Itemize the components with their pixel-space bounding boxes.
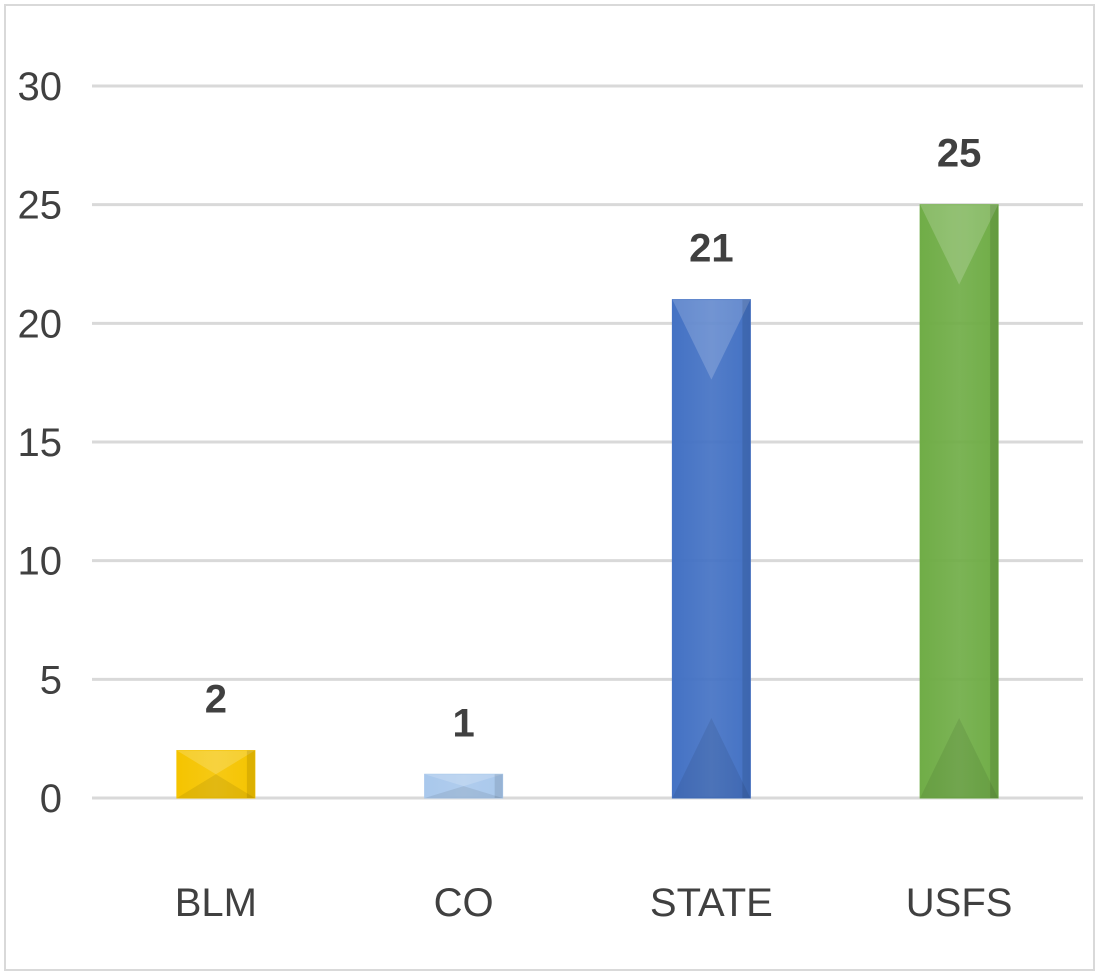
y-tick-label: 5 [40, 658, 62, 702]
data-label-usfs: 25 [937, 132, 982, 176]
bar-bevel-bottom [176, 774, 255, 798]
x-axis-category-labels: BLM CO STATE USFS [175, 881, 1013, 925]
y-tick-label: 0 [40, 777, 62, 821]
bar-bevel-bottom [424, 786, 503, 798]
data-label-co: 1 [453, 701, 475, 745]
bar-rect [919, 204, 999, 799]
y-tick-label: 15 [18, 421, 63, 465]
y-tick-label: 20 [18, 302, 63, 346]
x-category-label-state: STATE [650, 881, 773, 925]
bar-co [424, 773, 504, 799]
bar-side-shade [742, 299, 751, 798]
bars [176, 204, 999, 799]
chart-frame [4, 4, 1095, 971]
y-tick-label: 25 [18, 184, 63, 228]
bar-blm [176, 750, 256, 799]
bar-usfs [919, 204, 999, 799]
bar-side-shade [246, 750, 255, 798]
bar-bevel-top [672, 299, 751, 380]
data-label-state: 21 [689, 227, 734, 271]
x-category-label-blm: BLM [175, 881, 257, 925]
bar-bevel-top [920, 204, 999, 285]
bar-state [671, 299, 751, 799]
y-tick-label: 10 [18, 540, 63, 584]
bar-rect [424, 773, 504, 799]
bar-bevel-top [176, 750, 255, 775]
data-label-blm: 2 [205, 678, 227, 722]
y-axis-tick-labels: 0 5 10 15 20 25 30 [18, 65, 63, 821]
x-category-label-co: CO [434, 881, 494, 925]
y-tick-label: 30 [18, 65, 63, 109]
bar-rect [176, 750, 256, 799]
bar-bevel-bottom [920, 718, 999, 798]
x-category-label-usfs: USFS [906, 881, 1013, 925]
gridlines [92, 84, 1083, 800]
bar-side-shade [494, 774, 503, 798]
bar-bevel-bottom [672, 718, 751, 798]
bar-rect [671, 299, 751, 799]
bar-bevel-top [424, 774, 503, 787]
bar-side-shade [990, 204, 999, 798]
